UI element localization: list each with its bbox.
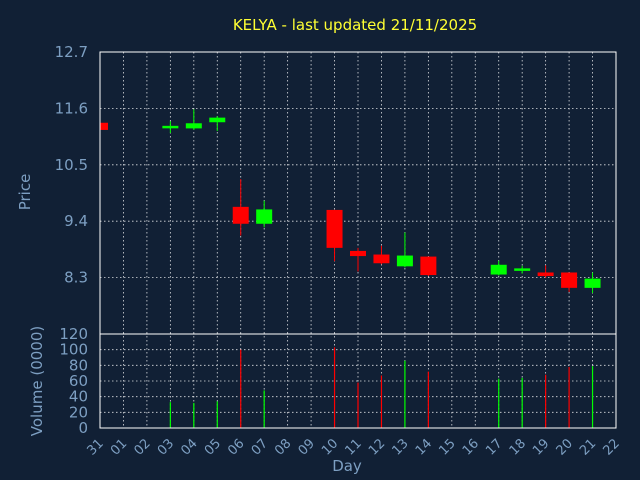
candle-body — [185, 123, 202, 129]
chart-title: KELYA - last updated 21/11/2025 — [233, 16, 477, 34]
volume-tick-label: 40 — [69, 388, 88, 406]
x-tick-label: 11 — [343, 436, 365, 458]
x-tick-label: 16 — [460, 436, 482, 458]
volume-tick-label: 20 — [69, 403, 88, 421]
x-tick-label: 21 — [577, 436, 599, 458]
candle-body — [373, 254, 390, 264]
volume-tick-label: 80 — [69, 356, 88, 374]
candles-layer — [99, 109, 601, 293]
price-tick-label: 11.6 — [55, 99, 88, 117]
price-tick-label: 12.7 — [55, 43, 88, 61]
x-tick-label: 22 — [601, 436, 623, 458]
candle-body — [350, 250, 366, 257]
frames-layer — [99, 51, 617, 429]
candle-body — [256, 209, 273, 224]
x-tick-label: 02 — [131, 436, 153, 458]
candle-body — [162, 125, 179, 129]
x-tick-label: 01 — [108, 436, 130, 458]
x-tick-label: 17 — [483, 436, 505, 458]
x-tick-label: 12 — [366, 436, 388, 458]
x-tick-label: 08 — [272, 436, 294, 458]
price-tick-label: 10.5 — [55, 156, 88, 174]
candle-body — [561, 272, 578, 288]
volume-layer — [169, 347, 594, 428]
candle-body — [490, 264, 507, 275]
x-tick-label: 15 — [436, 436, 458, 458]
volume-tick-label: 120 — [59, 325, 88, 343]
x-tick-label: 31 — [85, 436, 107, 458]
price-axis-label: Price — [16, 174, 34, 211]
x-tick-label: 07 — [249, 436, 271, 458]
candle-body — [100, 122, 108, 130]
x-tick-label: 20 — [554, 436, 576, 458]
candle-body — [514, 268, 531, 271]
x-tick-label: 03 — [155, 436, 177, 458]
candle-body — [420, 256, 437, 276]
x-tick-label: 18 — [507, 436, 529, 458]
x-tick-label: 09 — [296, 436, 318, 458]
candle-body — [232, 206, 249, 224]
x-tick-label: 05 — [202, 436, 224, 458]
volume-tick-label: 60 — [69, 372, 88, 390]
volume-panel-frame — [99, 333, 617, 429]
x-tick-label: 14 — [413, 436, 435, 458]
candle-body — [209, 117, 226, 123]
x-tick-label: 06 — [225, 436, 247, 458]
x-axis-label: Day — [332, 457, 362, 475]
price-tick-label: 8.3 — [64, 269, 88, 287]
candle-body — [584, 278, 601, 288]
price-tick-label: 9.4 — [64, 212, 88, 230]
candle-body — [326, 209, 343, 248]
x-tick-label: 13 — [389, 436, 411, 458]
volume-tick-label: 0 — [78, 419, 88, 437]
x-tick-label: 10 — [319, 436, 341, 458]
grid-layer — [99, 51, 617, 428]
volume-tick-label: 100 — [59, 341, 88, 359]
candle-body — [396, 255, 413, 267]
x-tick-label: 04 — [178, 436, 200, 458]
x-tick-label: 19 — [530, 436, 552, 458]
candle-body — [537, 272, 554, 277]
volume-axis-label: Volume (0000) — [28, 326, 46, 436]
